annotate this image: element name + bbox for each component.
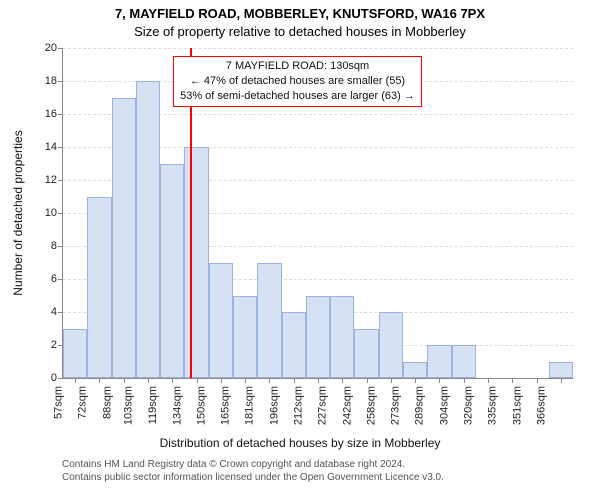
histogram-bar (379, 312, 403, 378)
histogram-bar (136, 81, 160, 378)
x-tick-mark (294, 378, 295, 383)
x-tick-label: 181sqm (244, 386, 256, 425)
x-tick-label: 88sqm (101, 386, 113, 419)
y-tick-label: 18 (45, 75, 57, 87)
x-tick-mark (124, 378, 125, 383)
x-tick-mark (537, 378, 538, 383)
x-tick-mark (391, 378, 392, 383)
x-tick-label: 212sqm (292, 386, 304, 425)
y-tick-mark (58, 246, 63, 247)
x-tick-label: 119sqm (147, 386, 159, 424)
x-tick-mark (318, 378, 319, 383)
footer-line1: Contains HM Land Registry data © Crown c… (62, 458, 405, 471)
y-tick-label: 2 (51, 339, 57, 351)
x-axis-label: Distribution of detached houses by size … (0, 436, 600, 450)
histogram-bar (403, 362, 427, 379)
x-tick-label: 72sqm (77, 386, 89, 419)
annotation-line: 7 MAYFIELD ROAD: 130sqm (180, 59, 415, 74)
histogram-bar (160, 164, 184, 379)
y-tick-mark (58, 279, 63, 280)
histogram-bar (233, 296, 257, 379)
y-tick-mark (58, 114, 63, 115)
x-tick-label: 351sqm (511, 386, 523, 425)
x-tick-mark (197, 378, 198, 383)
x-tick-label: 242sqm (341, 386, 353, 425)
x-tick-label: 273sqm (390, 386, 402, 425)
chart-title-line2: Size of property relative to detached ho… (0, 24, 600, 39)
histogram-bar (427, 345, 451, 378)
y-tick-label: 6 (51, 273, 57, 285)
histogram-bar (330, 296, 354, 379)
x-tick-label: 320sqm (462, 386, 474, 425)
x-tick-mark (99, 378, 100, 383)
x-tick-mark (415, 378, 416, 383)
x-tick-mark (488, 378, 489, 383)
x-tick-label: 103sqm (122, 386, 134, 425)
annotation-line: ← 47% of detached houses are smaller (55… (180, 74, 415, 89)
histogram-bar (257, 263, 281, 379)
x-tick-label: 150sqm (195, 386, 207, 425)
x-tick-mark (439, 378, 440, 383)
histogram-bar (549, 362, 573, 379)
x-tick-mark (512, 378, 513, 383)
x-tick-label: 165sqm (220, 386, 232, 425)
y-tick-label: 8 (51, 240, 57, 252)
footer-line2: Contains public sector information licen… (62, 471, 444, 484)
y-tick-mark (58, 378, 63, 379)
x-tick-label: 335sqm (487, 386, 499, 425)
histogram-bar (452, 345, 476, 378)
x-tick-mark (561, 378, 562, 383)
histogram-bar (282, 312, 306, 378)
y-tick-mark (58, 180, 63, 181)
x-tick-mark (245, 378, 246, 383)
y-tick-label: 20 (45, 42, 57, 54)
x-tick-label: 289sqm (414, 386, 426, 425)
histogram-bar (87, 197, 111, 379)
annotation-line: 53% of semi-detached houses are larger (… (180, 89, 415, 104)
x-tick-mark (172, 378, 173, 383)
histogram-bar (209, 263, 233, 379)
x-tick-label: 57sqm (53, 386, 65, 419)
annotation-box: 7 MAYFIELD ROAD: 130sqm← 47% of detached… (173, 56, 422, 107)
y-tick-label: 0 (51, 372, 57, 384)
x-tick-label: 134sqm (171, 386, 183, 425)
histogram-bar (354, 329, 378, 379)
x-tick-mark (75, 378, 76, 383)
x-tick-mark (342, 378, 343, 383)
gridline (63, 48, 573, 49)
y-tick-mark (58, 312, 63, 313)
x-tick-label: 258sqm (365, 386, 377, 425)
chart-title-line1: 7, MAYFIELD ROAD, MOBBERLEY, KNUTSFORD, … (0, 6, 600, 21)
x-tick-label: 304sqm (438, 386, 450, 425)
y-tick-label: 4 (51, 306, 57, 318)
x-tick-mark (221, 378, 222, 383)
x-tick-label: 366sqm (535, 386, 547, 425)
x-tick-mark (269, 378, 270, 383)
y-tick-label: 10 (45, 207, 57, 219)
histogram-bar (112, 98, 136, 379)
x-tick-label: 196sqm (268, 386, 280, 425)
x-tick-mark (367, 378, 368, 383)
y-tick-mark (58, 48, 63, 49)
y-tick-label: 14 (45, 141, 57, 153)
x-tick-mark (148, 378, 149, 383)
y-tick-label: 12 (45, 174, 57, 186)
histogram-bar (306, 296, 330, 379)
y-tick-mark (58, 213, 63, 214)
y-tick-mark (58, 81, 63, 82)
y-tick-label: 16 (45, 108, 57, 120)
x-tick-mark (464, 378, 465, 383)
y-tick-mark (58, 147, 63, 148)
chart-plot-area: 0246810121416182057sqm72sqm88sqm103sqm11… (62, 48, 573, 379)
x-tick-label: 227sqm (317, 386, 329, 425)
histogram-bar (63, 329, 87, 379)
histogram-bar (184, 147, 208, 378)
y-axis-label: Number of detached properties (11, 130, 25, 295)
